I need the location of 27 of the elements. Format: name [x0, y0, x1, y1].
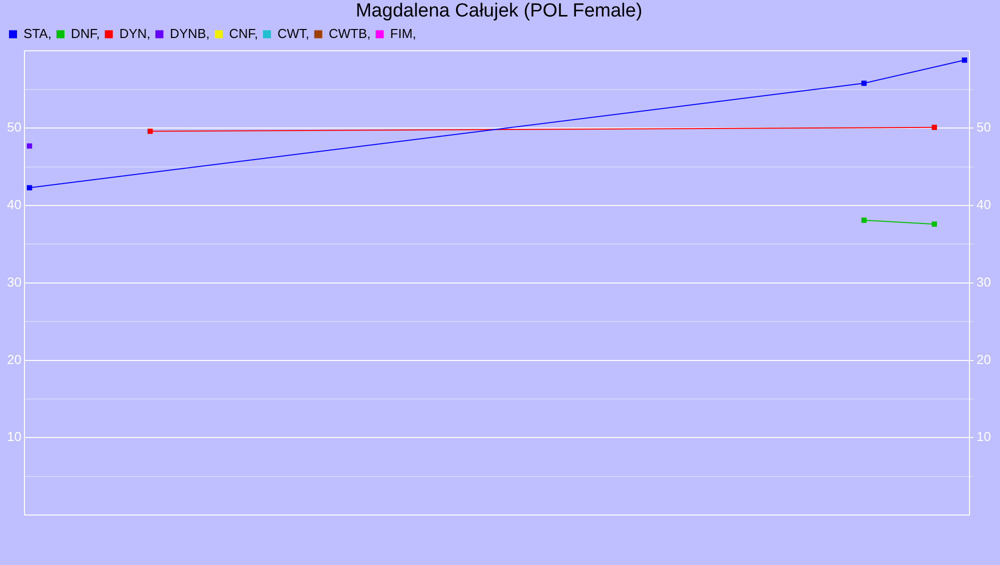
legend-label: DYN,	[119, 26, 150, 41]
point	[861, 218, 867, 223]
point	[26, 143, 32, 149]
point	[932, 221, 937, 227]
legend-label: FIM,	[390, 26, 416, 41]
y2-tick-label: 40	[976, 197, 992, 212]
point	[26, 185, 32, 190]
legend-label: CNF,	[229, 26, 258, 41]
y-tick-label: 30	[6, 274, 22, 290]
legend-label: DYNB,	[170, 26, 210, 41]
point	[932, 124, 937, 130]
y-tick-label: 10	[6, 429, 22, 444]
legend-label: STA,	[24, 26, 52, 41]
y-tick-label: 50	[6, 120, 22, 135]
y-tick-label: 20	[6, 352, 22, 367]
point	[148, 128, 153, 134]
y2-tick-label: 10	[976, 429, 992, 444]
point	[962, 57, 968, 63]
chart-title: Magdalena Całujek (POL Female)	[356, 0, 642, 22]
legend-label: DNF,	[70, 26, 100, 41]
y2-tick-label: 50	[976, 120, 992, 135]
legend-label: CWT,	[277, 26, 310, 41]
y2-tick-label: 20	[976, 352, 992, 367]
y2-tick-label: 30	[976, 274, 992, 290]
legend-label: CWTB,	[328, 26, 371, 41]
point	[861, 80, 867, 86]
y-tick-label: 40	[6, 197, 22, 212]
